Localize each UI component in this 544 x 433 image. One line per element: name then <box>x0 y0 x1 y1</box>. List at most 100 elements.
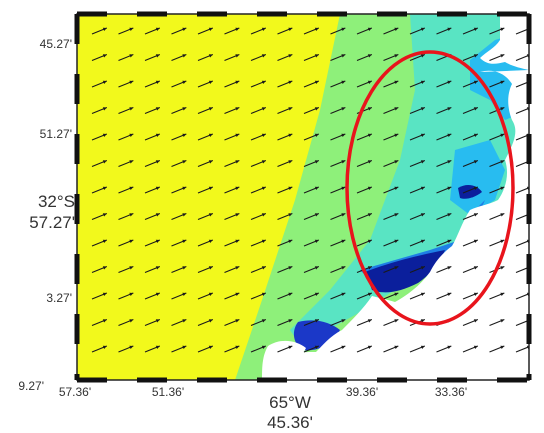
wind-arrow-head <box>155 292 160 296</box>
deep-water-bay-1 <box>365 250 445 293</box>
wind-arrow-head <box>208 186 213 190</box>
wind-arrow-head <box>182 239 187 243</box>
wind-arrow-head <box>473 133 478 137</box>
frame-tick <box>137 11 167 17</box>
wind-arrow-head <box>500 80 505 84</box>
wind-arrow-head <box>341 27 346 31</box>
wind-arrow-head <box>208 107 213 111</box>
wind-arrow-head <box>314 213 319 217</box>
wind-arrow-head <box>447 292 452 296</box>
wind-arrow-head <box>261 54 266 58</box>
wind-arrow-head <box>155 160 160 164</box>
frame-tick <box>257 11 287 17</box>
wind-arrow-head <box>155 319 160 323</box>
wind-arrow-head <box>288 292 293 296</box>
land-northeast <box>480 14 529 70</box>
wind-arrow-head <box>235 54 240 58</box>
wind-arrow-head <box>261 266 266 270</box>
wind-arrow-head <box>129 345 134 349</box>
wind-arrow-head <box>420 27 425 31</box>
wind-arrow-head <box>447 345 452 349</box>
wind-arrow-head <box>314 133 319 137</box>
wind-arrow-head <box>394 186 399 190</box>
wind-arrow-head <box>182 213 187 217</box>
frame-tick <box>74 314 80 344</box>
wind-arrow-head <box>341 239 346 243</box>
wind-arrow-head <box>367 345 372 349</box>
wind-arrow-head <box>473 319 478 323</box>
wind-arrow-head <box>447 133 452 137</box>
wind-arrow-head <box>182 292 187 296</box>
wind-arrow-head <box>367 160 372 164</box>
wind-arrow-head <box>235 239 240 243</box>
wind-arrow-head <box>208 133 213 137</box>
wind-arrow-head <box>129 186 134 190</box>
wind-arrow-head <box>155 80 160 84</box>
wind-arrow-head <box>208 80 213 84</box>
wind-arrow-head <box>261 107 266 111</box>
wind-arrow-head <box>182 186 187 190</box>
wind-arrow-head <box>314 266 319 270</box>
lat-major-label: 32°S <box>38 192 75 211</box>
wind-arrow-head <box>235 27 240 31</box>
frame-tick <box>257 377 287 383</box>
wind-arrow-head <box>341 266 346 270</box>
wind-arrow-head <box>155 345 160 349</box>
frame-tick <box>526 254 532 284</box>
wind-arrow-head <box>182 80 187 84</box>
wind-arrow-head <box>208 54 213 58</box>
wind-arrow-head <box>288 27 293 31</box>
wind-arrow-head <box>367 27 372 31</box>
wind-arrow-head <box>155 266 160 270</box>
wind-arrow-head <box>288 54 293 58</box>
wind-arrow-head <box>447 266 452 270</box>
wind-arrow-head <box>155 239 160 243</box>
wind-arrow-head <box>208 160 213 164</box>
wind-arrow-head <box>314 239 319 243</box>
wind-arrow-head <box>102 54 107 58</box>
wind-arrow-head <box>102 27 107 31</box>
wind-arrow-head <box>155 54 160 58</box>
wind-arrow-head <box>500 54 505 58</box>
wind-arrow-head <box>129 54 134 58</box>
wind-arrow-head <box>235 107 240 111</box>
wind-arrow-head <box>473 54 478 58</box>
frame-tick <box>74 374 80 380</box>
lon-tick-label: 39.36' <box>346 385 378 399</box>
wind-arrow-head <box>394 80 399 84</box>
wind-arrow-head <box>314 160 319 164</box>
frame-tick <box>74 14 80 44</box>
wind-arrow-head <box>182 345 187 349</box>
wind-arrow-head <box>314 345 319 349</box>
wind-arrow-head <box>261 239 266 243</box>
lon-major-label: 65°W <box>269 393 311 412</box>
wind-arrow-head <box>208 213 213 217</box>
wind-arrow-head <box>208 292 213 296</box>
frame-tick <box>526 314 532 344</box>
wind-arrow-head <box>261 160 266 164</box>
wind-arrow-head <box>500 239 505 243</box>
wind-arrow-head <box>208 266 213 270</box>
wind-arrow-head <box>420 160 425 164</box>
wind-arrow-head <box>420 239 425 243</box>
wind-arrow-head <box>261 133 266 137</box>
wind-arrow-head <box>261 345 266 349</box>
wind-arrow-head <box>473 107 478 111</box>
wind-arrow-head <box>102 133 107 137</box>
wind-arrow-head <box>341 345 346 349</box>
wind-arrow-head <box>500 186 505 190</box>
wind-arrow-head <box>155 133 160 137</box>
wind-arrow-head <box>235 160 240 164</box>
wind-arrow-head <box>367 266 372 270</box>
wind-arrow-head <box>341 160 346 164</box>
lat-major-label: 57.27' <box>29 213 75 232</box>
wind-arrow-head <box>288 239 293 243</box>
wind-arrow-head <box>420 213 425 217</box>
coastal-zone <box>290 14 529 345</box>
wind-arrow-head <box>288 133 293 137</box>
wind-arrow-head <box>235 266 240 270</box>
wind-arrow-head <box>314 107 319 111</box>
lat-tick-label: 3.27' <box>46 291 72 305</box>
frame-tick-marks <box>74 11 532 383</box>
